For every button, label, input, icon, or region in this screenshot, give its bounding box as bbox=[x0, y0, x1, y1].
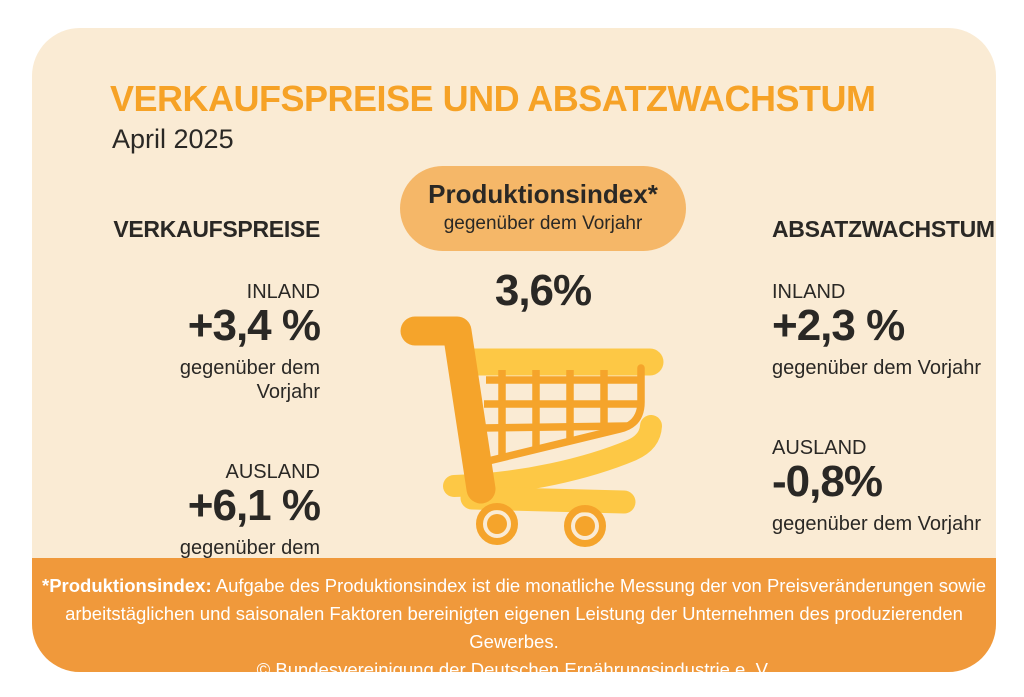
copyright-line: © Bundesvereinigung der Deutschen Ernähr… bbox=[256, 659, 772, 672]
footnote-line-1: *Produktionsindex: Aufgabe des Produktio… bbox=[42, 575, 986, 596]
verkaufspreise-column: VERKAUFSPREISE INLAND +3,4 % gegenüber d… bbox=[112, 216, 321, 584]
column-heading-absatzwachstum: ABSATZWACHSTUM bbox=[772, 216, 995, 242]
infographic-card: VERKAUFSPREISE UND ABSATZWACHSTUM April … bbox=[32, 28, 996, 672]
cart-wheel-right bbox=[564, 505, 606, 547]
stat-value-absatzwachstum-ausland: -0,8% bbox=[772, 457, 883, 506]
column-heading-verkaufspreise: VERKAUFSPREISE bbox=[113, 216, 320, 242]
stat-label-ausland: AUSLAND bbox=[225, 461, 320, 483]
page-title: VERKAUFSPREISE UND ABSATZWACHSTUM bbox=[110, 78, 876, 119]
badge-title: Produktionsindex* bbox=[428, 179, 658, 209]
production-index-value: 3,6% bbox=[494, 266, 592, 315]
stat-value-verkaufspreise-inland: +3,4 % bbox=[187, 301, 321, 350]
footnote-band: *Produktionsindex: Aufgabe des Produktio… bbox=[32, 558, 996, 672]
stat-caption: gegenüber dem Vorjahr bbox=[772, 513, 982, 535]
footnote-line-2: arbeitstäglichen und saisonalen Faktoren… bbox=[65, 603, 963, 652]
badge-subtitle: gegenüber dem Vorjahr bbox=[443, 213, 643, 234]
production-index-badge: Produktionsindex* gegenüber dem Vorjahr bbox=[400, 166, 686, 251]
stat-label-inland: INLAND bbox=[772, 281, 846, 303]
stat-label-ausland: AUSLAND bbox=[772, 437, 867, 459]
stat-value-absatzwachstum-inland: +2,3 % bbox=[772, 301, 905, 350]
stat-caption: gegenüber dem Vorjahr bbox=[772, 357, 982, 379]
stat-label-inland: INLAND bbox=[246, 281, 320, 303]
cart-wheel-left bbox=[476, 503, 518, 545]
stat-caption: gegenüber dem Vorjahr bbox=[179, 357, 320, 403]
shopping-cart-icon bbox=[400, 316, 664, 547]
absatzwachstum-column: ABSATZWACHSTUM INLAND +2,3 % gegenüber d… bbox=[772, 216, 995, 536]
stat-value-verkaufspreise-ausland: +6,1 % bbox=[187, 481, 321, 530]
footnote-term: *Produktionsindex: bbox=[42, 575, 212, 596]
page-subtitle: April 2025 bbox=[112, 124, 234, 154]
